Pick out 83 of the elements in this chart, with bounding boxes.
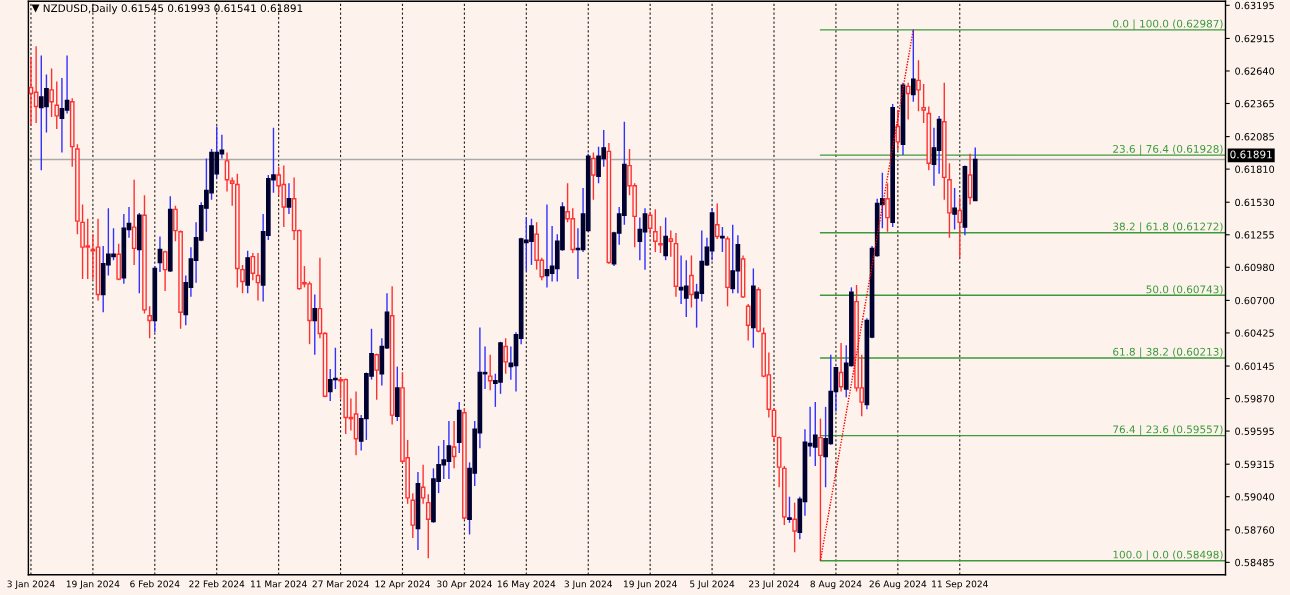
candlestick [720, 226, 725, 253]
ref-line-label: 50.0 (0.60743) [1146, 285, 1223, 295]
chart-title: NZDUSD,Daily 0.61545 0.61993 0.61541 0.61891 [43, 4, 303, 15]
x-tick-label: 6 Feb 2024 [130, 580, 180, 588]
candlestick [487, 354, 493, 391]
candlestick [787, 496, 792, 524]
ref-line-label: 0.61891 [1230, 150, 1272, 159]
candlestick [173, 205, 178, 242]
candlestick [652, 208, 658, 253]
x-tick-label: 22 Feb 2024 [189, 580, 245, 588]
candlestick [229, 176, 235, 207]
x-tick-label: 30 Apr 2024 [437, 580, 492, 590]
candlestick [910, 28, 916, 103]
y-tick-label: 0.60425 [1235, 329, 1274, 337]
candlestick [131, 179, 137, 266]
candlestick [286, 182, 292, 215]
candlestick [425, 493, 431, 559]
candlestick [658, 225, 663, 254]
x-tick-label: 19 Jan 2024 [66, 580, 120, 589]
x-tick-label: 19 Jun 2024 [624, 580, 677, 589]
candlestick [637, 216, 643, 261]
candlestick [451, 420, 457, 470]
x-tick-label: 8 Aug 2024 [810, 580, 862, 590]
candlestick [916, 59, 921, 112]
x-tick-label: 5 Jul 2024 [690, 580, 735, 589]
candlestick [885, 182, 890, 233]
candlestick [240, 264, 245, 294]
candlestick [792, 501, 797, 553]
x-tick-label: 3 Jun 2024 [564, 580, 613, 589]
y-tick-label: 0.63195 [1235, 1, 1274, 10]
candlestick [663, 216, 668, 261]
x-tick-label: 16 May 2024 [497, 580, 556, 590]
candlestick [49, 67, 54, 118]
y-tick-label: 0.58485 [1235, 558, 1274, 567]
candlestick [374, 352, 380, 401]
ref-line-label: 76.4 | 23.6 (0.59557) [1113, 425, 1223, 436]
candlestick [730, 224, 736, 294]
candlestick [647, 211, 653, 235]
candlestick [689, 254, 694, 309]
candlestick [952, 187, 957, 231]
candlestick [250, 252, 256, 281]
x-tick-label: 12 Apr 2024 [375, 580, 430, 590]
y-tick-label: 0.62365 [1235, 99, 1274, 108]
candlestick [147, 305, 152, 339]
candlestick [957, 196, 963, 259]
x-tick-label: 27 Mar 2024 [312, 580, 369, 588]
y-tick-label: 0.62915 [1235, 34, 1274, 43]
y-tick-label: 0.59870 [1235, 395, 1275, 403]
y-tick-label: 0.60145 [1235, 362, 1274, 370]
ref-line-label: 23.6 | 76.4 (0.61928) [1113, 144, 1223, 156]
candlestick [714, 202, 720, 240]
candlestick [312, 293, 318, 356]
candlestick [818, 417, 823, 562]
candlestick [921, 83, 926, 124]
y-tick-label: 0.59595 [1235, 427, 1274, 435]
x-tick-label: 3 Jan 2024 [7, 580, 55, 589]
candlestick [59, 77, 65, 154]
x-tick-label: 23 Jul 2024 [749, 580, 800, 589]
x-tick-label: 11 Mar 2024 [251, 580, 307, 588]
y-tick-label: 0.61530 [1235, 198, 1275, 207]
candlestick [591, 151, 596, 201]
y-tick-label: 0.62085 [1235, 133, 1274, 141]
candlestick [503, 337, 509, 375]
candlestick [895, 109, 901, 151]
y-tick-label: 0.62640 [1235, 67, 1275, 75]
candlestick [683, 259, 689, 318]
y-tick-label: 0.58760 [1235, 526, 1275, 534]
y-tick-label: 0.61255 [1235, 231, 1274, 239]
x-tick-label: 26 Aug 2024 [869, 580, 927, 590]
candlestick [64, 54, 70, 115]
y-tick-label: 0.60980 [1235, 263, 1275, 272]
y-tick-label: 0.61810 [1235, 165, 1275, 173]
y-tick-label: 0.59315 [1235, 460, 1274, 469]
candlestick [812, 401, 818, 467]
ref-line-label: 61.8 | 38.2 (0.60213) [1113, 347, 1223, 358]
y-tick-label: 0.60700 [1235, 296, 1275, 305]
candlestick [54, 80, 60, 130]
candlestick [905, 82, 911, 121]
candlestick [745, 303, 751, 342]
ref-line-label: 0.0 | 100.0 (0.62987) [1113, 19, 1223, 30]
candlestick [668, 229, 674, 258]
y-tick-label: 0.59040 [1235, 493, 1275, 501]
x-tick-label: 11 Sep 2024 [932, 580, 988, 590]
